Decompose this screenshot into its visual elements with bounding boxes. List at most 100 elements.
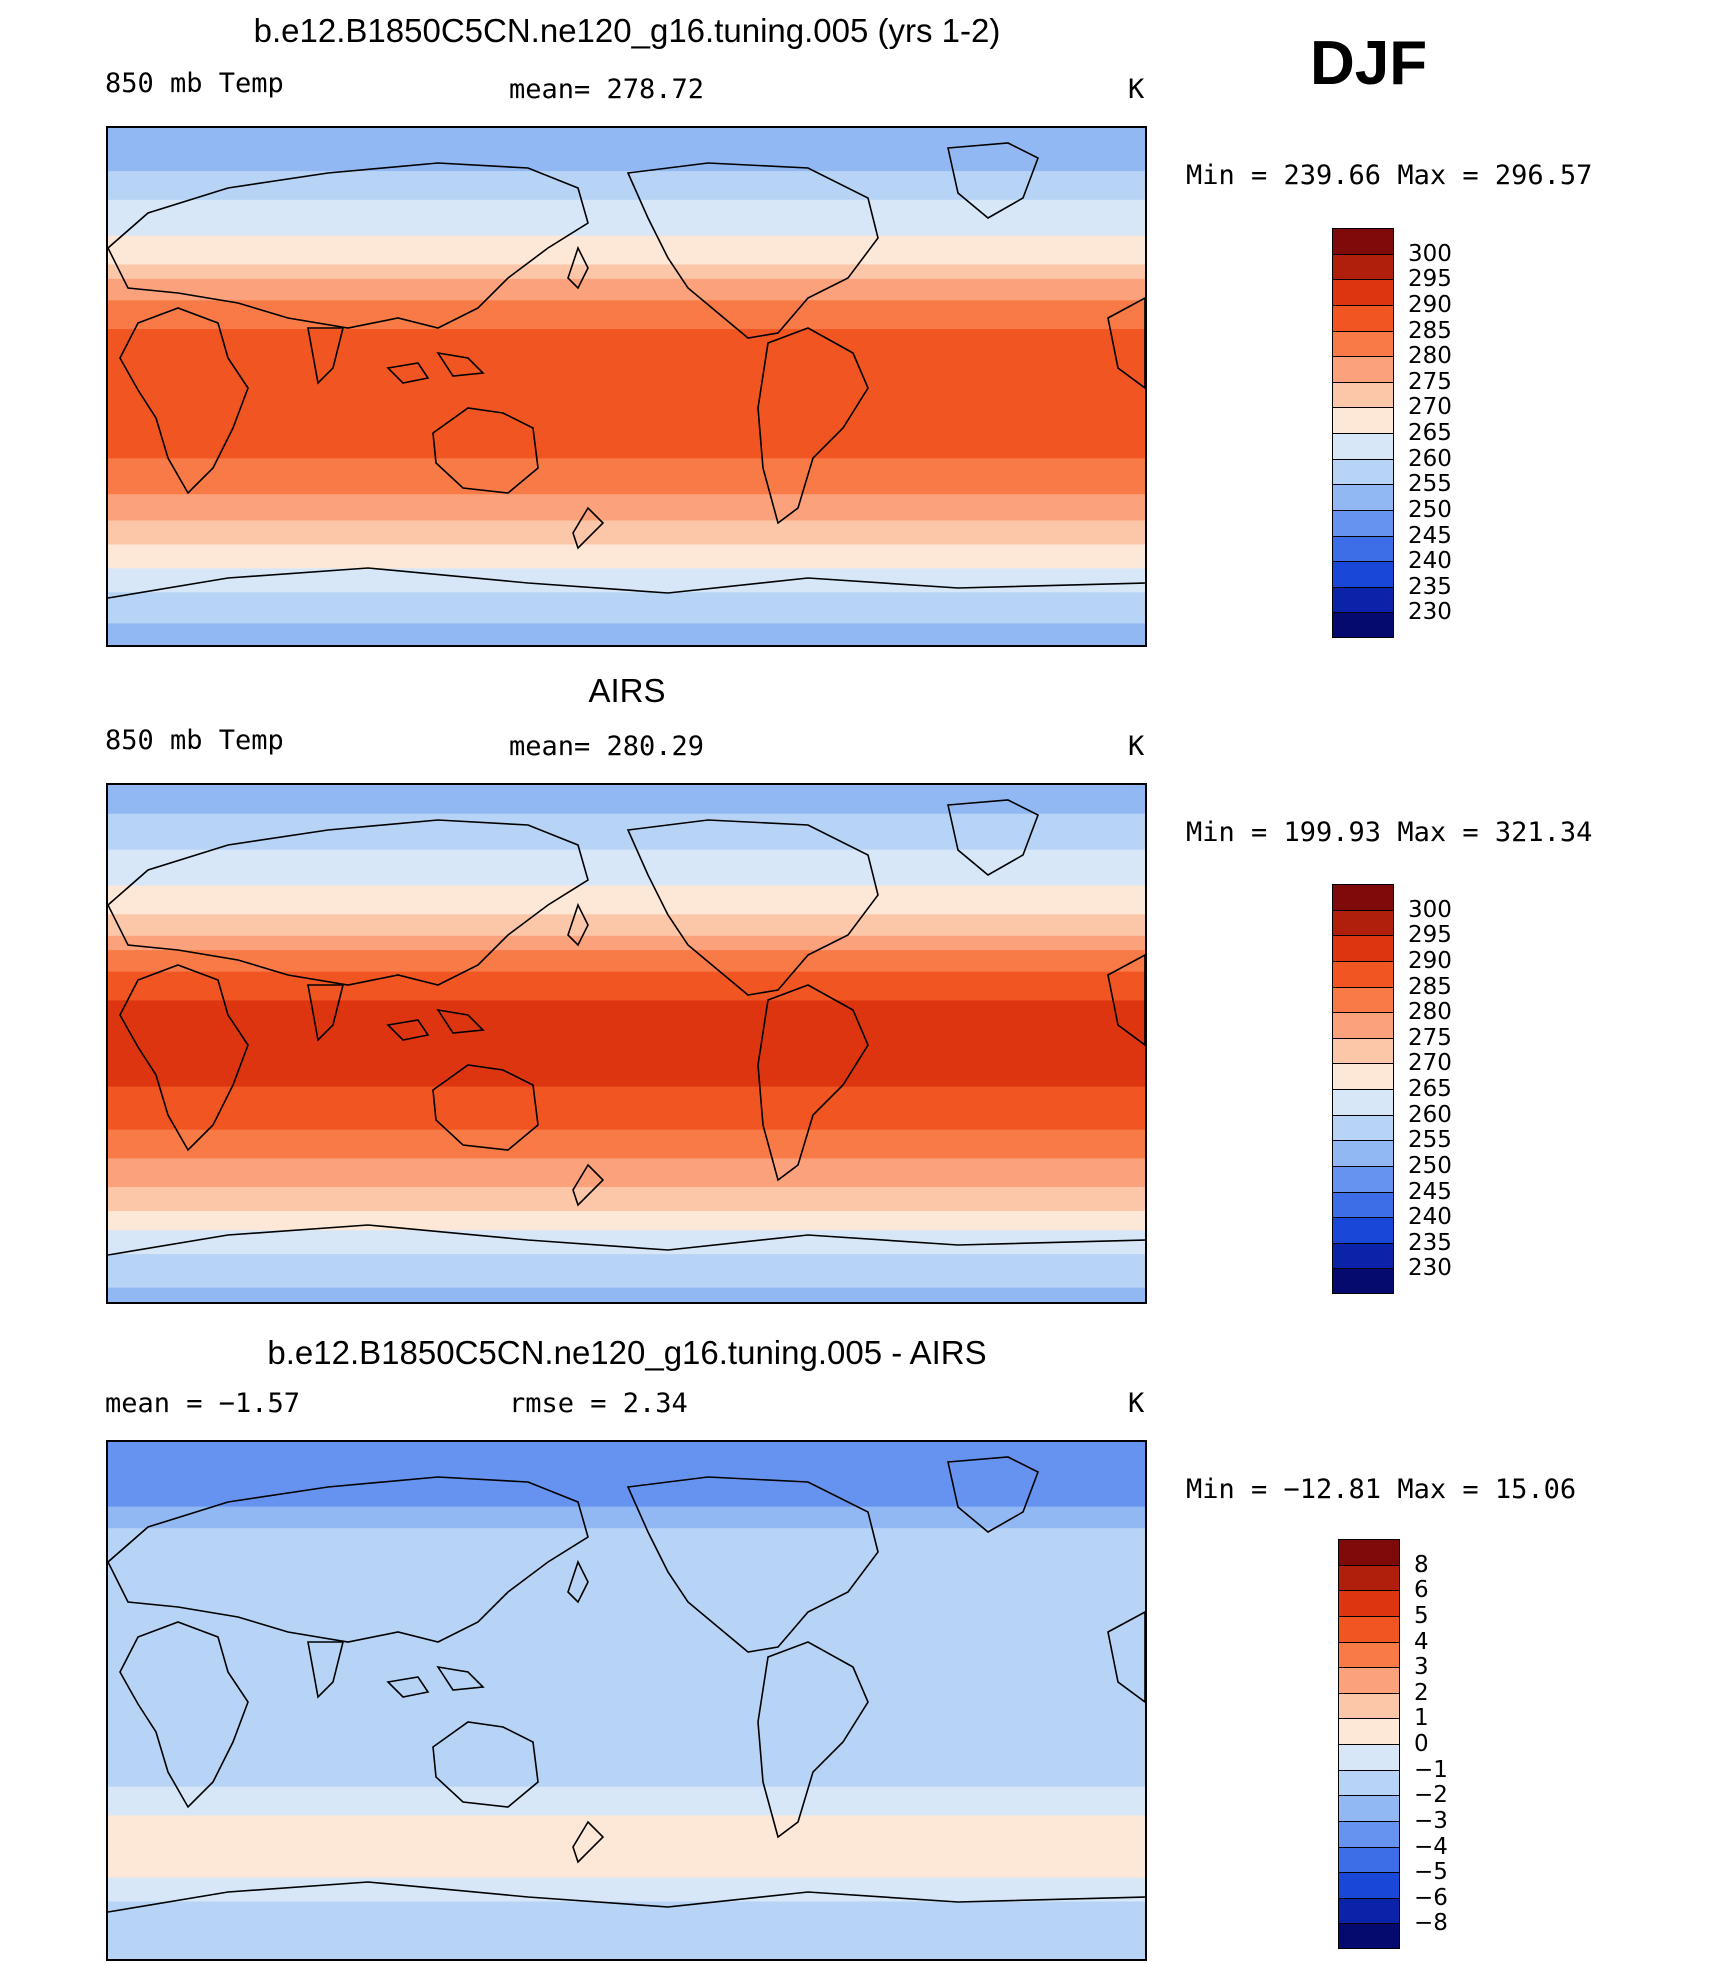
contour-band — [108, 1535, 1145, 1544]
contour-band — [108, 1664, 1145, 1673]
contour-band — [108, 156, 1145, 165]
contour-band — [108, 1839, 1145, 1845]
contour-band — [108, 1635, 1145, 1644]
season-label: DJF — [1310, 29, 1428, 98]
colorbar-swatch — [1339, 1616, 1399, 1643]
colorbar-swatch — [1339, 1796, 1399, 1822]
colorbar-tick-label: 260 — [1408, 1101, 1452, 1128]
contour-band — [108, 1678, 1145, 1687]
colorbar-swatch — [1333, 434, 1393, 460]
contour-band — [108, 544, 1145, 550]
contour-band — [108, 582, 1145, 589]
panel-mean-model: mean= 278.72 — [509, 74, 705, 105]
contour-band — [108, 1815, 1145, 1824]
colorbar-swatch — [1333, 1115, 1393, 1142]
map-panel-obs — [106, 783, 1147, 1304]
coastline — [386, 362, 430, 384]
colorbar-tick-label: 290 — [1408, 947, 1452, 974]
contour-band — [108, 221, 1145, 230]
contour-band — [108, 228, 1145, 237]
contour-band — [108, 1225, 1145, 1231]
contour-band — [108, 1463, 1145, 1472]
contour-band — [108, 856, 1145, 865]
contour-band — [108, 271, 1145, 280]
contour-band — [108, 1599, 1145, 1608]
contour-band — [108, 264, 1145, 273]
colorbar-swatch — [1333, 254, 1393, 281]
colorbar-obs — [1332, 884, 1394, 1294]
contour-band — [108, 799, 1145, 808]
contour-band — [108, 515, 1145, 522]
colorbar-swatch — [1333, 562, 1393, 588]
coastline — [757, 327, 869, 525]
colorbar-tick-label: 285 — [1408, 317, 1452, 344]
contour-band — [108, 835, 1145, 844]
colorbar-swatch — [1333, 408, 1393, 434]
colorbar-tick-label: −3 — [1414, 1807, 1448, 1834]
colorbar-tick-label: 270 — [1408, 394, 1452, 421]
contour-band — [108, 806, 1145, 815]
panel-mean-obs: mean= 280.29 — [509, 731, 705, 762]
colorbar-swatch — [1333, 1013, 1393, 1039]
contour-band — [108, 1607, 1145, 1615]
coastline — [432, 1721, 539, 1808]
colorbar-swatch — [1339, 1873, 1399, 1899]
contour-band — [108, 487, 1145, 495]
coastline — [119, 1621, 249, 1809]
contour-band — [108, 458, 1145, 467]
colorbar-swatch — [1333, 485, 1393, 511]
contour-band — [108, 525, 1145, 531]
contour-band — [108, 964, 1145, 973]
contour-band — [108, 1736, 1145, 1745]
coastline — [307, 984, 345, 1042]
contour-band — [108, 1014, 1145, 1023]
colorbar-tick-label: 8 — [1414, 1551, 1429, 1578]
colorbar-swatch — [1333, 1192, 1393, 1219]
colorbar-swatch — [1339, 1668, 1399, 1694]
contour-band — [108, 472, 1145, 481]
contour-band — [108, 1000, 1145, 1009]
contour-band — [108, 1786, 1145, 1795]
contour-band — [108, 1492, 1145, 1501]
colorbar-swatch — [1333, 280, 1393, 306]
coastline — [947, 799, 1040, 876]
contour-band — [108, 192, 1145, 201]
contour-band — [108, 1254, 1145, 1260]
colorbar-swatch — [1333, 1218, 1393, 1244]
contour-band — [108, 1057, 1145, 1066]
contour-band — [108, 609, 1145, 617]
contour-band — [108, 1249, 1145, 1255]
contour-band — [108, 1273, 1145, 1282]
contour-band — [108, 1182, 1145, 1188]
contour-band — [108, 813, 1145, 822]
colorbar-tick-label: 250 — [1408, 496, 1452, 523]
contour-band — [108, 336, 1145, 345]
colorbar-swatch — [1333, 613, 1393, 637]
contour-band — [108, 1211, 1145, 1217]
contour-band — [108, 1853, 1145, 1860]
contour-band — [108, 1007, 1145, 1016]
colorbar-tick-label: 270 — [1408, 1050, 1452, 1077]
colorbar-swatch — [1333, 936, 1393, 962]
contour-band — [108, 343, 1145, 352]
contour-band — [108, 364, 1145, 373]
contour-band — [108, 408, 1145, 416]
colorbar-swatch — [1339, 1591, 1399, 1617]
contour-band — [108, 1822, 1145, 1831]
panel-title-diff: b.e12.B1850C5CN.ne120_g16.tuning.005 - A… — [267, 1334, 987, 1371]
contour-band — [108, 501, 1145, 510]
contour-band — [108, 350, 1145, 359]
map-panel-model — [106, 126, 1147, 647]
colorbar-swatch — [1339, 1642, 1399, 1669]
contour-band — [108, 1456, 1145, 1465]
contour-band — [108, 1287, 1145, 1296]
contour-band — [108, 1294, 1145, 1302]
contour-band — [108, 1643, 1145, 1651]
coastline — [386, 1676, 430, 1698]
panel-left-label-obs: 850 mb Temp — [105, 725, 284, 756]
colorbar-swatch — [1333, 536, 1393, 563]
contour-band — [108, 1187, 1145, 1193]
contour-band — [108, 1549, 1145, 1558]
contour-band — [108, 178, 1145, 187]
contour-band — [108, 993, 1145, 1002]
